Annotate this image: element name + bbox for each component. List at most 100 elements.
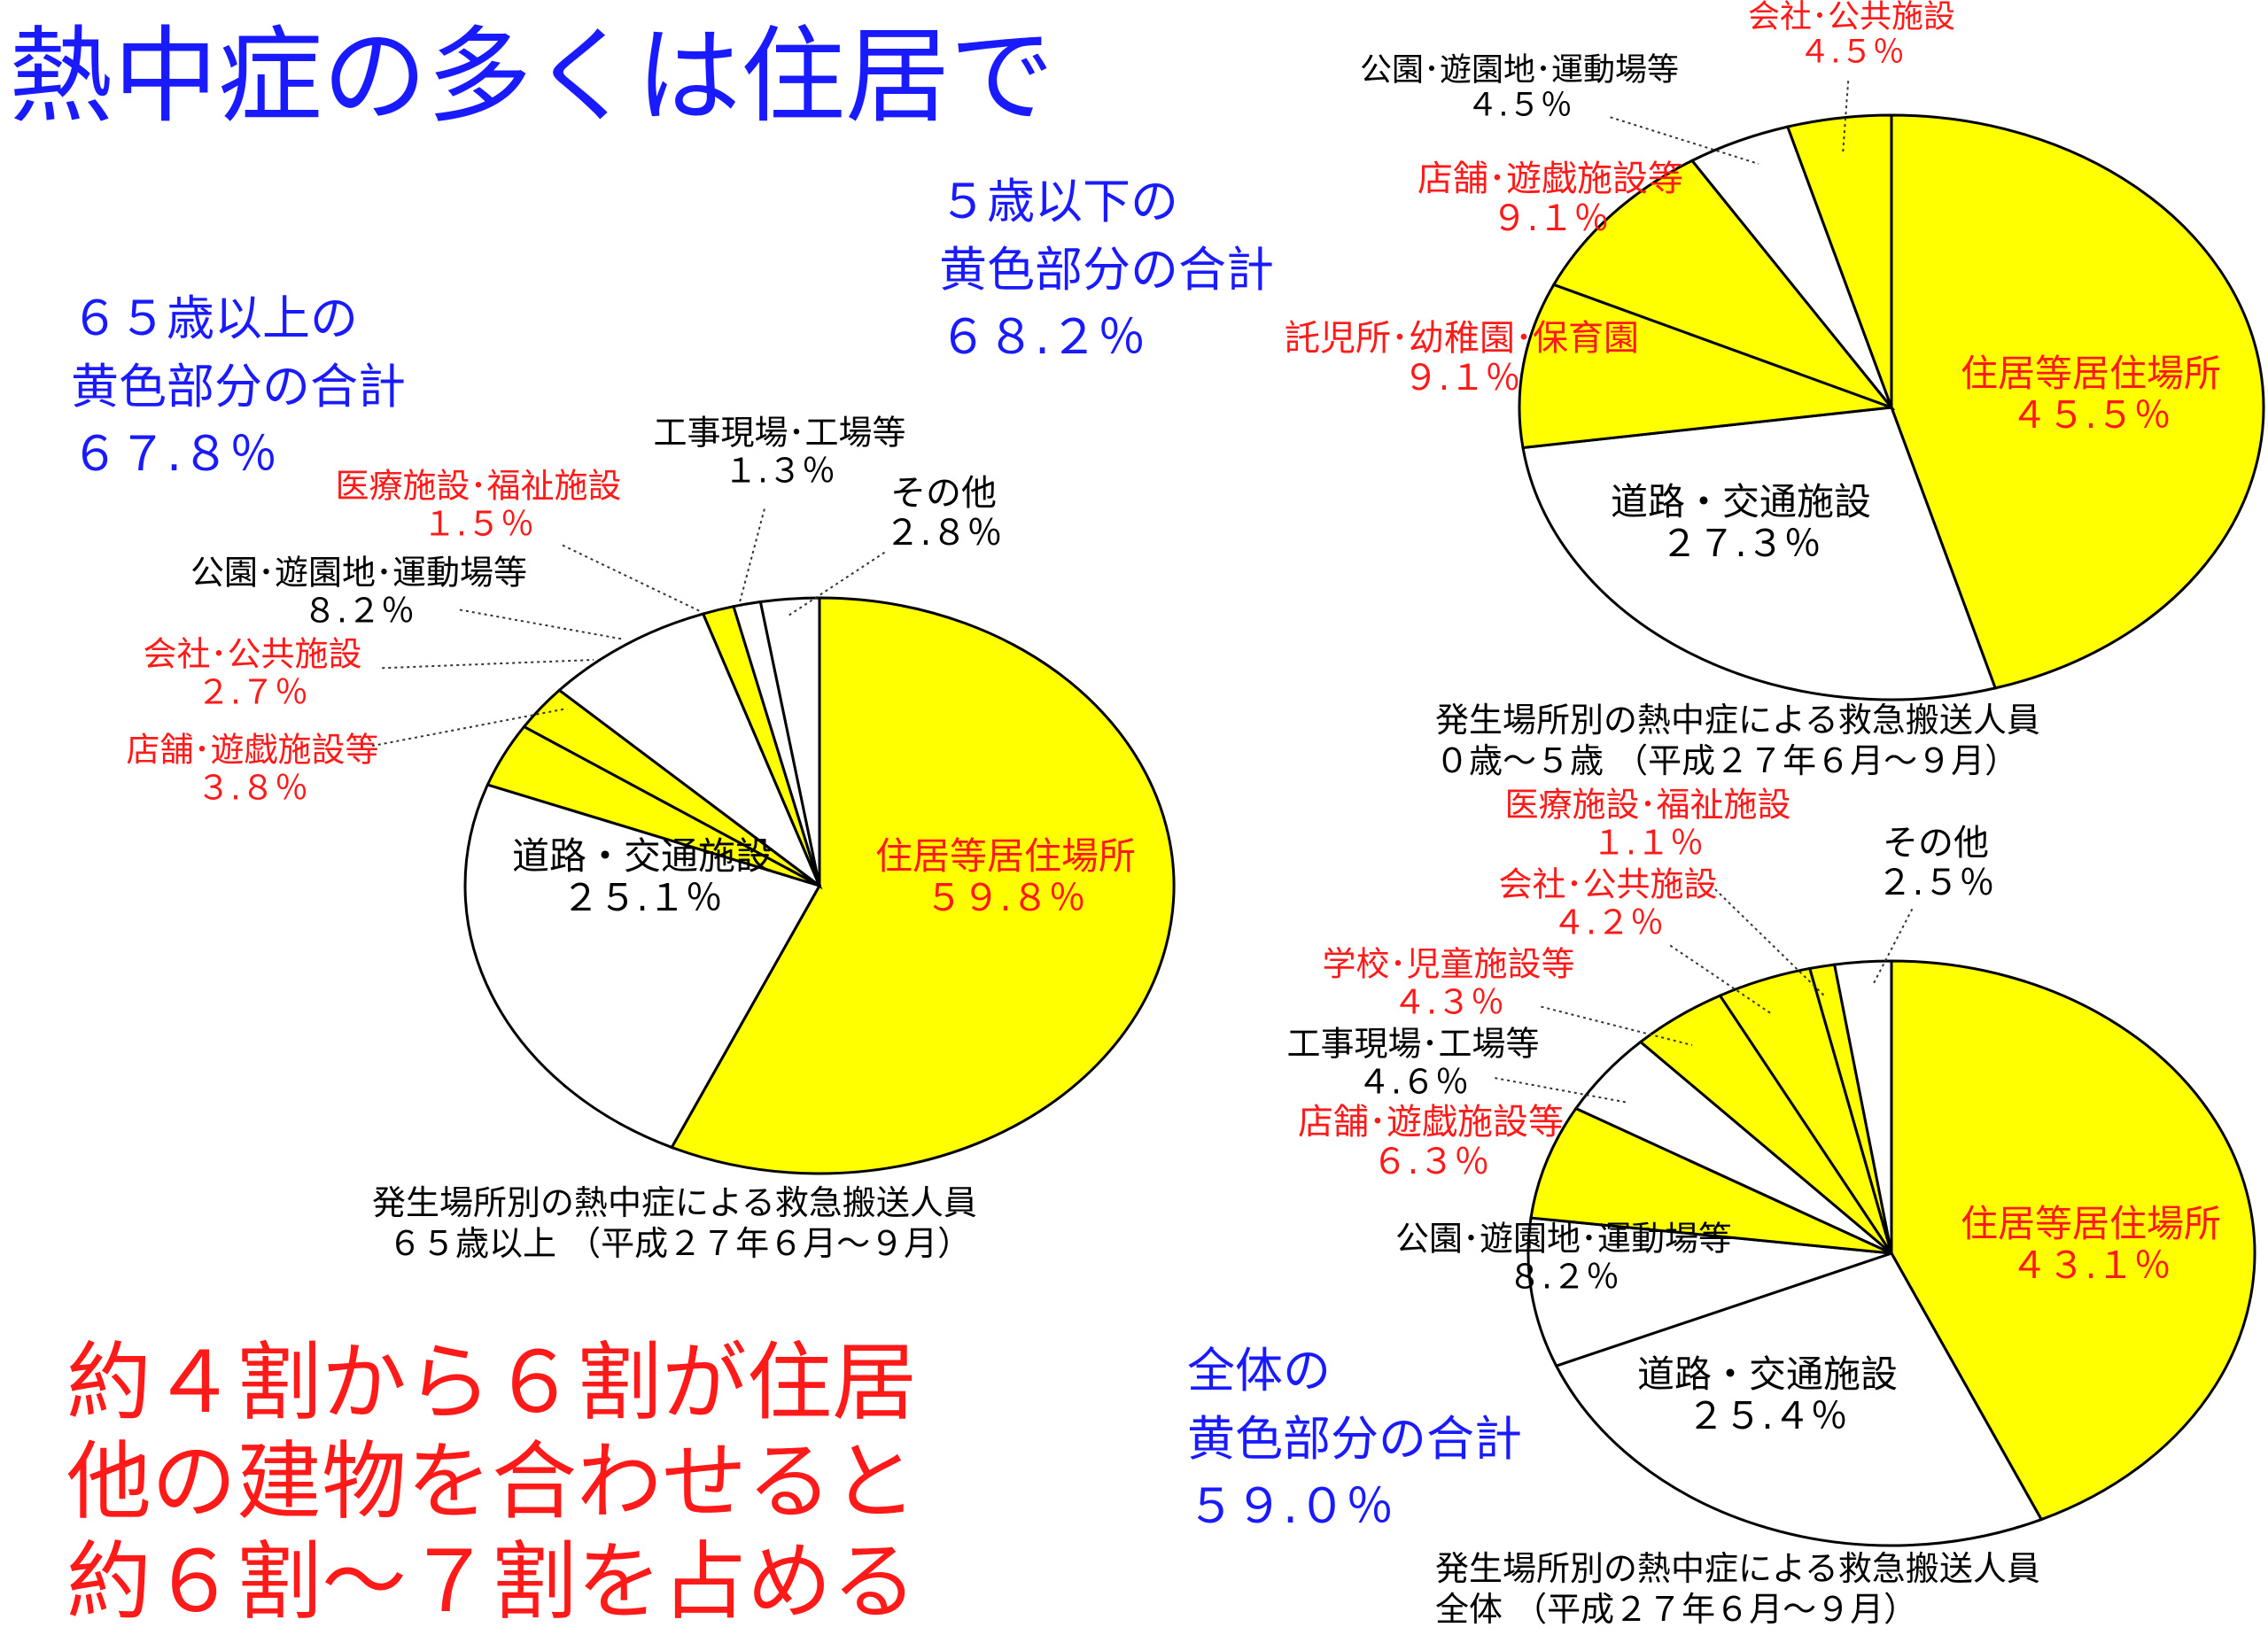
slice-category: 店舗･遊戯施設等 [1298, 1102, 1564, 1143]
pie-slice [557, 612, 823, 890]
chart-subtitle: 全体 （平成２７年６月～９月） [1435, 1590, 1918, 1630]
slice-label: 会社･公共施設 ４.２％ [1498, 865, 1717, 941]
leader-line [562, 544, 701, 612]
slice-label: 会社･公共施設 ２.７％ [143, 635, 361, 710]
summary-overall: 全体の 黄色部分の合計 ５９.０％ [1187, 1337, 1522, 1541]
slice-category: 工事現場･工場等 [1286, 1024, 1540, 1064]
slice-value: ５９.８％ [925, 876, 1086, 919]
leader-line [1873, 908, 1914, 984]
leader-line [1714, 888, 1826, 997]
summary-line: 黄色部分の合計 [1187, 1410, 1522, 1467]
slice-value: ６.３％ [1371, 1142, 1490, 1182]
message-line: 約６割～７割を占める [66, 1531, 917, 1631]
leader-line [1495, 1077, 1629, 1104]
pie-chart [1526, 959, 2256, 1547]
chart-subtitle: ６５歳以上 （平成２７年６月～９月） [388, 1224, 972, 1264]
slice-value: ９.１％ [1491, 198, 1610, 239]
slice-category: 医療施設･福祉施設 [335, 466, 622, 506]
slice-label: 道路・交通施設 ２５.４％ [1637, 1353, 1898, 1437]
slice-label: 公園･遊園地･運動場等 ４.５％ [1359, 51, 1680, 125]
slice-value: ４.６％ [1356, 1062, 1470, 1101]
slice-category: 公園･遊園地･運動場等 [1394, 1219, 1733, 1259]
pie-slice [463, 783, 822, 1150]
summary-line: ６８.２％ [939, 309, 1146, 366]
slice-value: ２５.１％ [562, 876, 723, 919]
slice-label: 公園･遊園地･運動場等 ８.２％ [190, 554, 527, 629]
chart-subtitle: ０歳～５歳 （平成２７年６月～９月） [1435, 741, 2019, 781]
slice-value: ４.２％ [1551, 903, 1665, 941]
slice-category: 公園･遊園地･運動場等 [1359, 51, 1680, 89]
headline: 熱中症の多くは住居で [9, 15, 1055, 137]
summary-65-and-over: ６５歳以上の 黄色部分の合計 ６７.８％ [71, 285, 406, 489]
slice-category: 会社･公共施設 [1747, 0, 1956, 35]
slice-label: 会社･公共施設 ４.５％ [1748, 0, 1955, 71]
slice-label: 公園･遊園地･運動場等 ８.２％ [1395, 1220, 1732, 1295]
pie-slice [1832, 959, 1893, 1254]
slice-value: ４.５％ [1466, 88, 1573, 124]
slice-label: その他 ２.５％ [1877, 824, 1995, 903]
slice-value: ２５.４％ [1687, 1394, 1848, 1437]
slice-label: 工事現場･工場等 １.３％ [653, 414, 905, 489]
chart-caption-overall: 発生場所別の熱中症による救急搬送人員 全体 （平成２７年６月～９月） [1435, 1548, 2040, 1631]
leader-line [1541, 1005, 1693, 1046]
slice-category: 住居等居住場所 [1960, 351, 2222, 395]
leader-line [739, 508, 765, 603]
slice-value: ４５.５％ [2010, 393, 2171, 437]
slice-value: ２.７％ [196, 672, 309, 711]
pie-slice [758, 596, 821, 887]
slice-label: 住居等居住場所 ５９.８％ [875, 835, 1136, 918]
slice-label: 託児所･幼稚園･保育園 ９.１％ [1285, 319, 1639, 399]
key-message: 約４割から６割が住居 他の建物を合わせると 約６割～７割を占める [66, 1333, 917, 1631]
slice-label: 工事現場･工場等 ４.６％ [1286, 1025, 1539, 1100]
slice-category: 道路・交通施設 [1636, 1352, 1899, 1396]
summary-line: ６５歳以上の [71, 291, 358, 346]
slice-value: ２７.３％ [1660, 522, 1821, 565]
slice-label: 住居等居住場所 ４３.１％ [1961, 1203, 2221, 1286]
slice-category: 学校･児童施設等 [1322, 944, 1575, 984]
chart-caption-5-and-under: 発生場所別の熱中症による救急搬送人員 ０歳～５歳 （平成２７年６月～９月） [1435, 700, 2040, 782]
summary-5-and-under: ５歳以下の 黄色部分の合計 ６８.２％ [939, 168, 1274, 372]
summary-line: ６７.８％ [71, 426, 278, 483]
slice-value: ４.３％ [1392, 982, 1505, 1021]
leader-line [1610, 116, 1759, 165]
slice-category: 会社･公共施設 [1498, 864, 1718, 904]
slice-value: ９.１％ [1402, 358, 1521, 399]
slice-value: １.５％ [422, 504, 535, 543]
pie-slice [1526, 1216, 1892, 1368]
slice-category: 住居等居住場所 [1960, 1201, 2222, 1245]
slice-label: 店舗･遊戯施設等 ６.３％ [1298, 1103, 1564, 1182]
slice-category: 道路・交通施設 [511, 833, 773, 878]
slice-category: 店舗･遊戯施設等 [1418, 159, 1683, 200]
slice-value: １.１％ [1591, 823, 1705, 862]
summary-line: ５歳以下の [939, 174, 1178, 229]
chart-caption-65-and-over: 発生場所別の熱中症による救急搬送人員 ６５歳以上 （平成２７年６月～９月） [372, 1182, 977, 1265]
message-line: 他の建物を合わせると [66, 1432, 917, 1532]
pie-chart [1518, 113, 2265, 701]
slice-value: ２.８％ [884, 513, 1003, 554]
pie-slice [1785, 113, 1893, 408]
slice-category: その他 [890, 473, 997, 515]
slice-label: 医療施設･福祉施設 １.５％ [335, 467, 621, 542]
pie-slice [1551, 159, 1896, 411]
slice-category: 店舗･遊戯施設等 [126, 730, 379, 770]
leader-line [788, 551, 886, 616]
chart-title: 発生場所別の熱中症による救急搬送人員 [372, 1183, 977, 1222]
slice-label: 道路・交通施設 ２７.３％ [1611, 481, 1871, 564]
leader-line [1669, 944, 1773, 1015]
slice-label: 住居等居住場所 ４５.５％ [1961, 353, 2221, 436]
summary-line: 全体の [1187, 1343, 1331, 1399]
slice-category: 工事現場･工場等 [653, 413, 906, 453]
leader-line [382, 659, 594, 670]
pie-slice [1518, 283, 1892, 450]
summary-line: 黄色部分の合計 [939, 241, 1274, 298]
pie-slice [1521, 406, 1998, 701]
pie-slice [670, 596, 1176, 1175]
slice-category: 会社･公共施設 [143, 634, 362, 674]
slice-label: その他 ２.８％ [885, 474, 1003, 554]
slice-value: ３.８％ [196, 768, 309, 807]
slice-value: ８.２％ [302, 591, 416, 630]
pie-chart [463, 596, 1176, 1175]
slice-label: 医療施設･福祉施設 １.１％ [1504, 786, 1790, 861]
summary-line: 黄色部分の合計 [71, 358, 406, 415]
